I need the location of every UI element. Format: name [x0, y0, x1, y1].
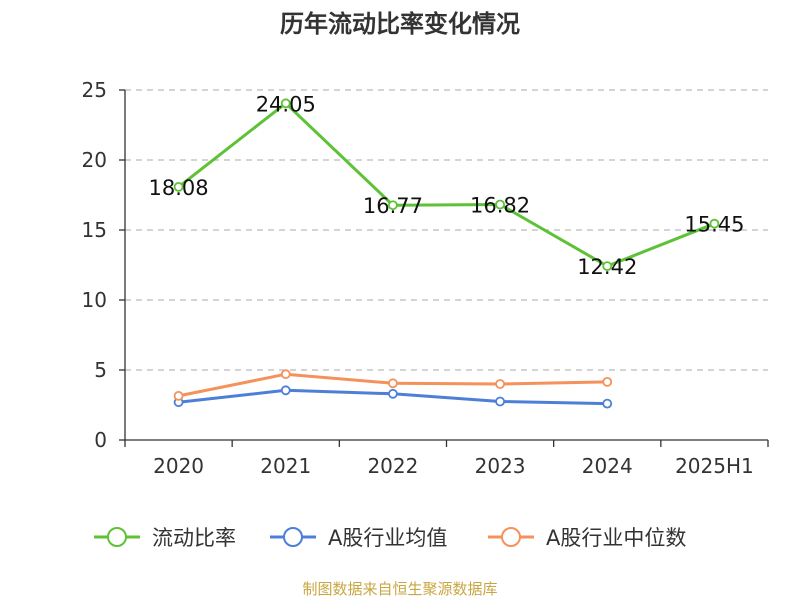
data-label: 24.05: [256, 92, 316, 116]
data-point: [602, 261, 613, 272]
legend: 流动比率 A股行业均值 A股行业中位数: [94, 526, 686, 550]
data-point: [495, 379, 505, 389]
data-point: [388, 200, 398, 211]
data-label: 12.42: [577, 255, 637, 279]
series-0: [173, 98, 720, 272]
legend-label: A股行业中位数: [546, 526, 686, 550]
data-label: 18.08: [149, 176, 209, 200]
x-tick-label: 2025H1: [675, 454, 754, 478]
y-tick-label: 10: [82, 288, 107, 312]
data-point: [280, 385, 291, 396]
data-point: [173, 181, 184, 192]
legend-item-2: A股行业中位数: [488, 526, 686, 550]
legend-marker: [107, 527, 127, 547]
data-labels: 18.08 24.05 16.77 16.82 12.42 15.45: [149, 92, 745, 279]
data-label: 15.45: [684, 213, 744, 237]
data-point: [280, 369, 291, 380]
chart-title: 历年流动比率变化情况: [280, 10, 520, 38]
gridlines: [125, 89, 768, 371]
x-tick-label: 2021: [260, 454, 311, 478]
source-note: 制图数据来自恒生聚源数据库: [302, 580, 497, 598]
y-tick-label: 20: [82, 148, 107, 172]
y-tick-label: 25: [82, 78, 107, 102]
data-point: [495, 396, 505, 407]
axes: 0 5 10 15 20 25 2020 2021 2022 2023 2024 2025H1: [82, 78, 769, 478]
data-point: [602, 398, 613, 409]
x-tick-label: 2020: [153, 454, 204, 478]
legend-item-1: A股行业均值: [270, 526, 447, 550]
data-point: [388, 378, 398, 389]
data-label: 16.77: [363, 194, 423, 218]
series-1: [173, 385, 613, 409]
y-tick-label: 15: [82, 218, 107, 242]
series-2: [173, 369, 613, 401]
y-tick-label: 0: [94, 428, 107, 452]
data-point: [709, 218, 720, 229]
series-lines: [173, 98, 720, 409]
legend-item-0: 流动比率: [94, 526, 236, 550]
y-tick-label: 5: [94, 358, 107, 382]
data-point: [602, 376, 613, 387]
data-point: [173, 390, 184, 401]
series-line: [177, 101, 715, 268]
x-tick-label: 2024: [582, 454, 633, 478]
legend-marker: [283, 527, 303, 547]
x-tick-label: 2022: [367, 454, 418, 478]
data-point: [388, 388, 398, 399]
legend-label: 流动比率: [152, 526, 236, 550]
data-label: 16.82: [470, 194, 530, 218]
x-tick-label: 2023: [475, 454, 526, 478]
data-point: [280, 98, 291, 109]
legend-marker: [501, 527, 521, 547]
data-point: [495, 199, 505, 210]
legend-label: A股行业均值: [328, 526, 447, 550]
